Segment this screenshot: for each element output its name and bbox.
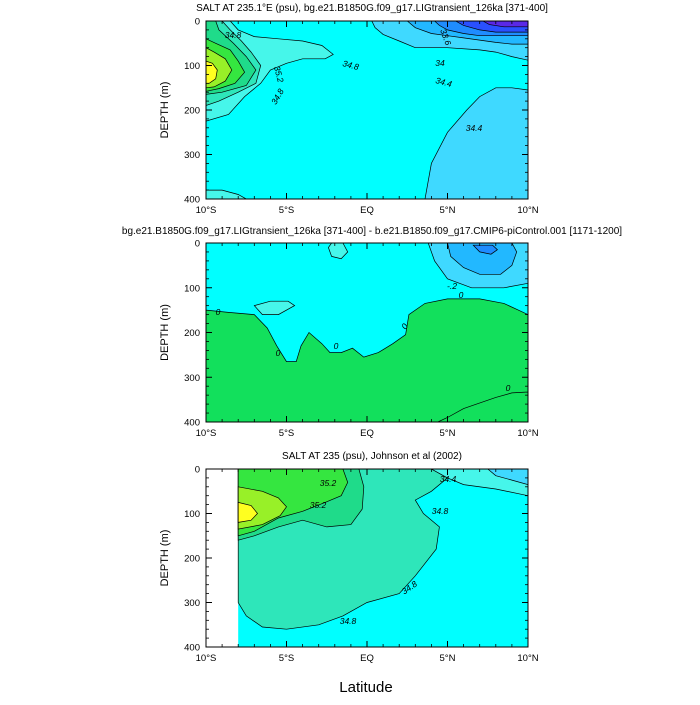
panel-3-x-tick-label: EQ [360, 653, 374, 664]
panel-1: SALT AT 235.1°E (psu), bg.e21.B1850G.f09… [159, 3, 548, 216]
panel-2-contour-label: 0 [506, 383, 511, 393]
panel-3-contour-label: 34.4 [440, 474, 457, 484]
panel-3: SALT AT 235 (psu), Johnson et al (2002) 1… [159, 451, 539, 664]
panel-1-x-tick-label: 5°S [279, 205, 294, 216]
panel-1-contour-region-12 [206, 60, 218, 84]
panel-1-contour-region-1 [424, 87, 528, 199]
panel-2-contour-label: 0 [459, 290, 464, 300]
panel-3-y-tick-label: 200 [184, 554, 200, 565]
panel-1-x-tick-label: 5°N [440, 205, 456, 216]
panel-2-contour-label: 0 [276, 348, 281, 358]
panel-1-y-tick-label: 400 [184, 195, 200, 206]
panel-1-y-axis-label: DEPTH (m) [159, 82, 171, 139]
panel-1-contour-label: 34.4 [466, 123, 483, 133]
panel-3-contour-label: 34.8 [340, 616, 357, 626]
panel-3-y-tick-label: 400 [184, 643, 200, 654]
x-axis-label: Latitude [339, 679, 392, 696]
panel-2-contour-label: 0 [334, 341, 339, 351]
panel-2-x-tick-label: 5°S [279, 428, 294, 439]
panel-3-title: SALT AT 235 (psu), Johnson et al (2002) [282, 451, 462, 462]
panel-2-contour-label: 0 [399, 321, 410, 331]
panel-3-x-tick-label: 10°S [196, 653, 217, 664]
panel-3-contour-label: 35.2 [320, 478, 337, 488]
panel-3-x-tick-label: 5°N [440, 653, 456, 664]
panel-2-x-tick-label: 10°N [517, 428, 538, 439]
panel-2-contour-region-2 [253, 300, 296, 315]
panel-3-y-axis-label: DEPTH (m) [159, 530, 171, 587]
panel-1-contour-region-6 [482, 21, 528, 28]
panel-1-contour-label: 35.2 [272, 65, 286, 84]
panel-3-contour-label: 34.8 [432, 506, 449, 516]
panel-1-contour-label: 34.4 [434, 75, 453, 89]
panel-2-y-tick-label: 0 [195, 239, 200, 250]
panel-3-y-tick-label: 100 [184, 509, 200, 520]
panel-1-contour-label: 34 [435, 58, 445, 68]
panel-2-contour-label: -.2 [447, 281, 457, 291]
panel-2-y-tick-label: 100 [184, 283, 200, 294]
panel-1-contour-region-13 [206, 189, 248, 199]
panel-2-y-tick-label: 300 [184, 373, 200, 384]
panel-3-x-tick-label: 10°N [517, 653, 538, 664]
panel-2-contour-region-3 [328, 243, 349, 260]
panel-1-contour-label: 34.8 [225, 30, 242, 40]
panel-2-y-tick-label: 200 [184, 328, 200, 339]
panel-2-title: bg.e21.B1850G.f09_g17.LIGtransient_126ka… [122, 226, 622, 237]
panel-2-y-axis-label: DEPTH (m) [159, 304, 171, 361]
panel-1-x-tick-label: EQ [360, 205, 374, 216]
panel-2-contour-label: 0 [216, 307, 221, 317]
panel-1-contour-label: 34.8 [341, 58, 360, 72]
panel-3-y-tick-label: 0 [195, 465, 200, 476]
panel-1-title: SALT AT 235.1°E (psu), bg.e21.B1850G.f09… [196, 3, 548, 14]
panel-1-y-tick-label: 100 [184, 61, 200, 72]
panel-2-contour-region-6 [472, 244, 498, 255]
panel-2-field [206, 243, 528, 422]
panel-2-x-tick-label: 5°N [440, 428, 456, 439]
panel-2-y-tick-label: 400 [184, 418, 200, 429]
panel-3-y-tick-label: 300 [184, 598, 200, 609]
panel-2-x-tick-label: 10°S [196, 428, 217, 439]
panel-1-y-tick-label: 0 [195, 17, 200, 28]
panel-1-x-tick-label: 10°N [517, 205, 538, 216]
panel-3-contour-region-7 [487, 469, 528, 485]
panel-1-field [206, 21, 528, 199]
panel-3-contour-region-5 [237, 501, 258, 523]
panel-1-y-tick-label: 200 [184, 106, 200, 117]
panel-2-contour-region-5 [447, 243, 518, 275]
panel-3-contour-label: 35.2 [310, 500, 327, 510]
panel-2-contour-region-1 [206, 298, 528, 422]
panel-1-x-tick-label: 10°S [196, 205, 217, 216]
panel-1-y-tick-label: 300 [184, 150, 200, 161]
panel-3-field [237, 469, 528, 647]
panel-3-x-tick-label: 5°S [279, 653, 294, 664]
panel-2: bg.e21.B1850G.f09_g17.LIGtransient_126ka… [122, 226, 622, 439]
panel-2-x-tick-label: EQ [360, 428, 374, 439]
